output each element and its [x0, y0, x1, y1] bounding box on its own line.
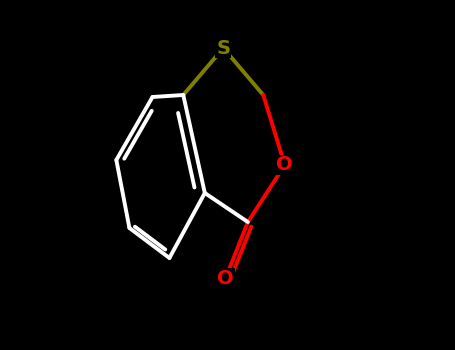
Text: O: O	[277, 155, 293, 175]
Text: S: S	[216, 38, 230, 57]
Text: O: O	[217, 268, 234, 287]
